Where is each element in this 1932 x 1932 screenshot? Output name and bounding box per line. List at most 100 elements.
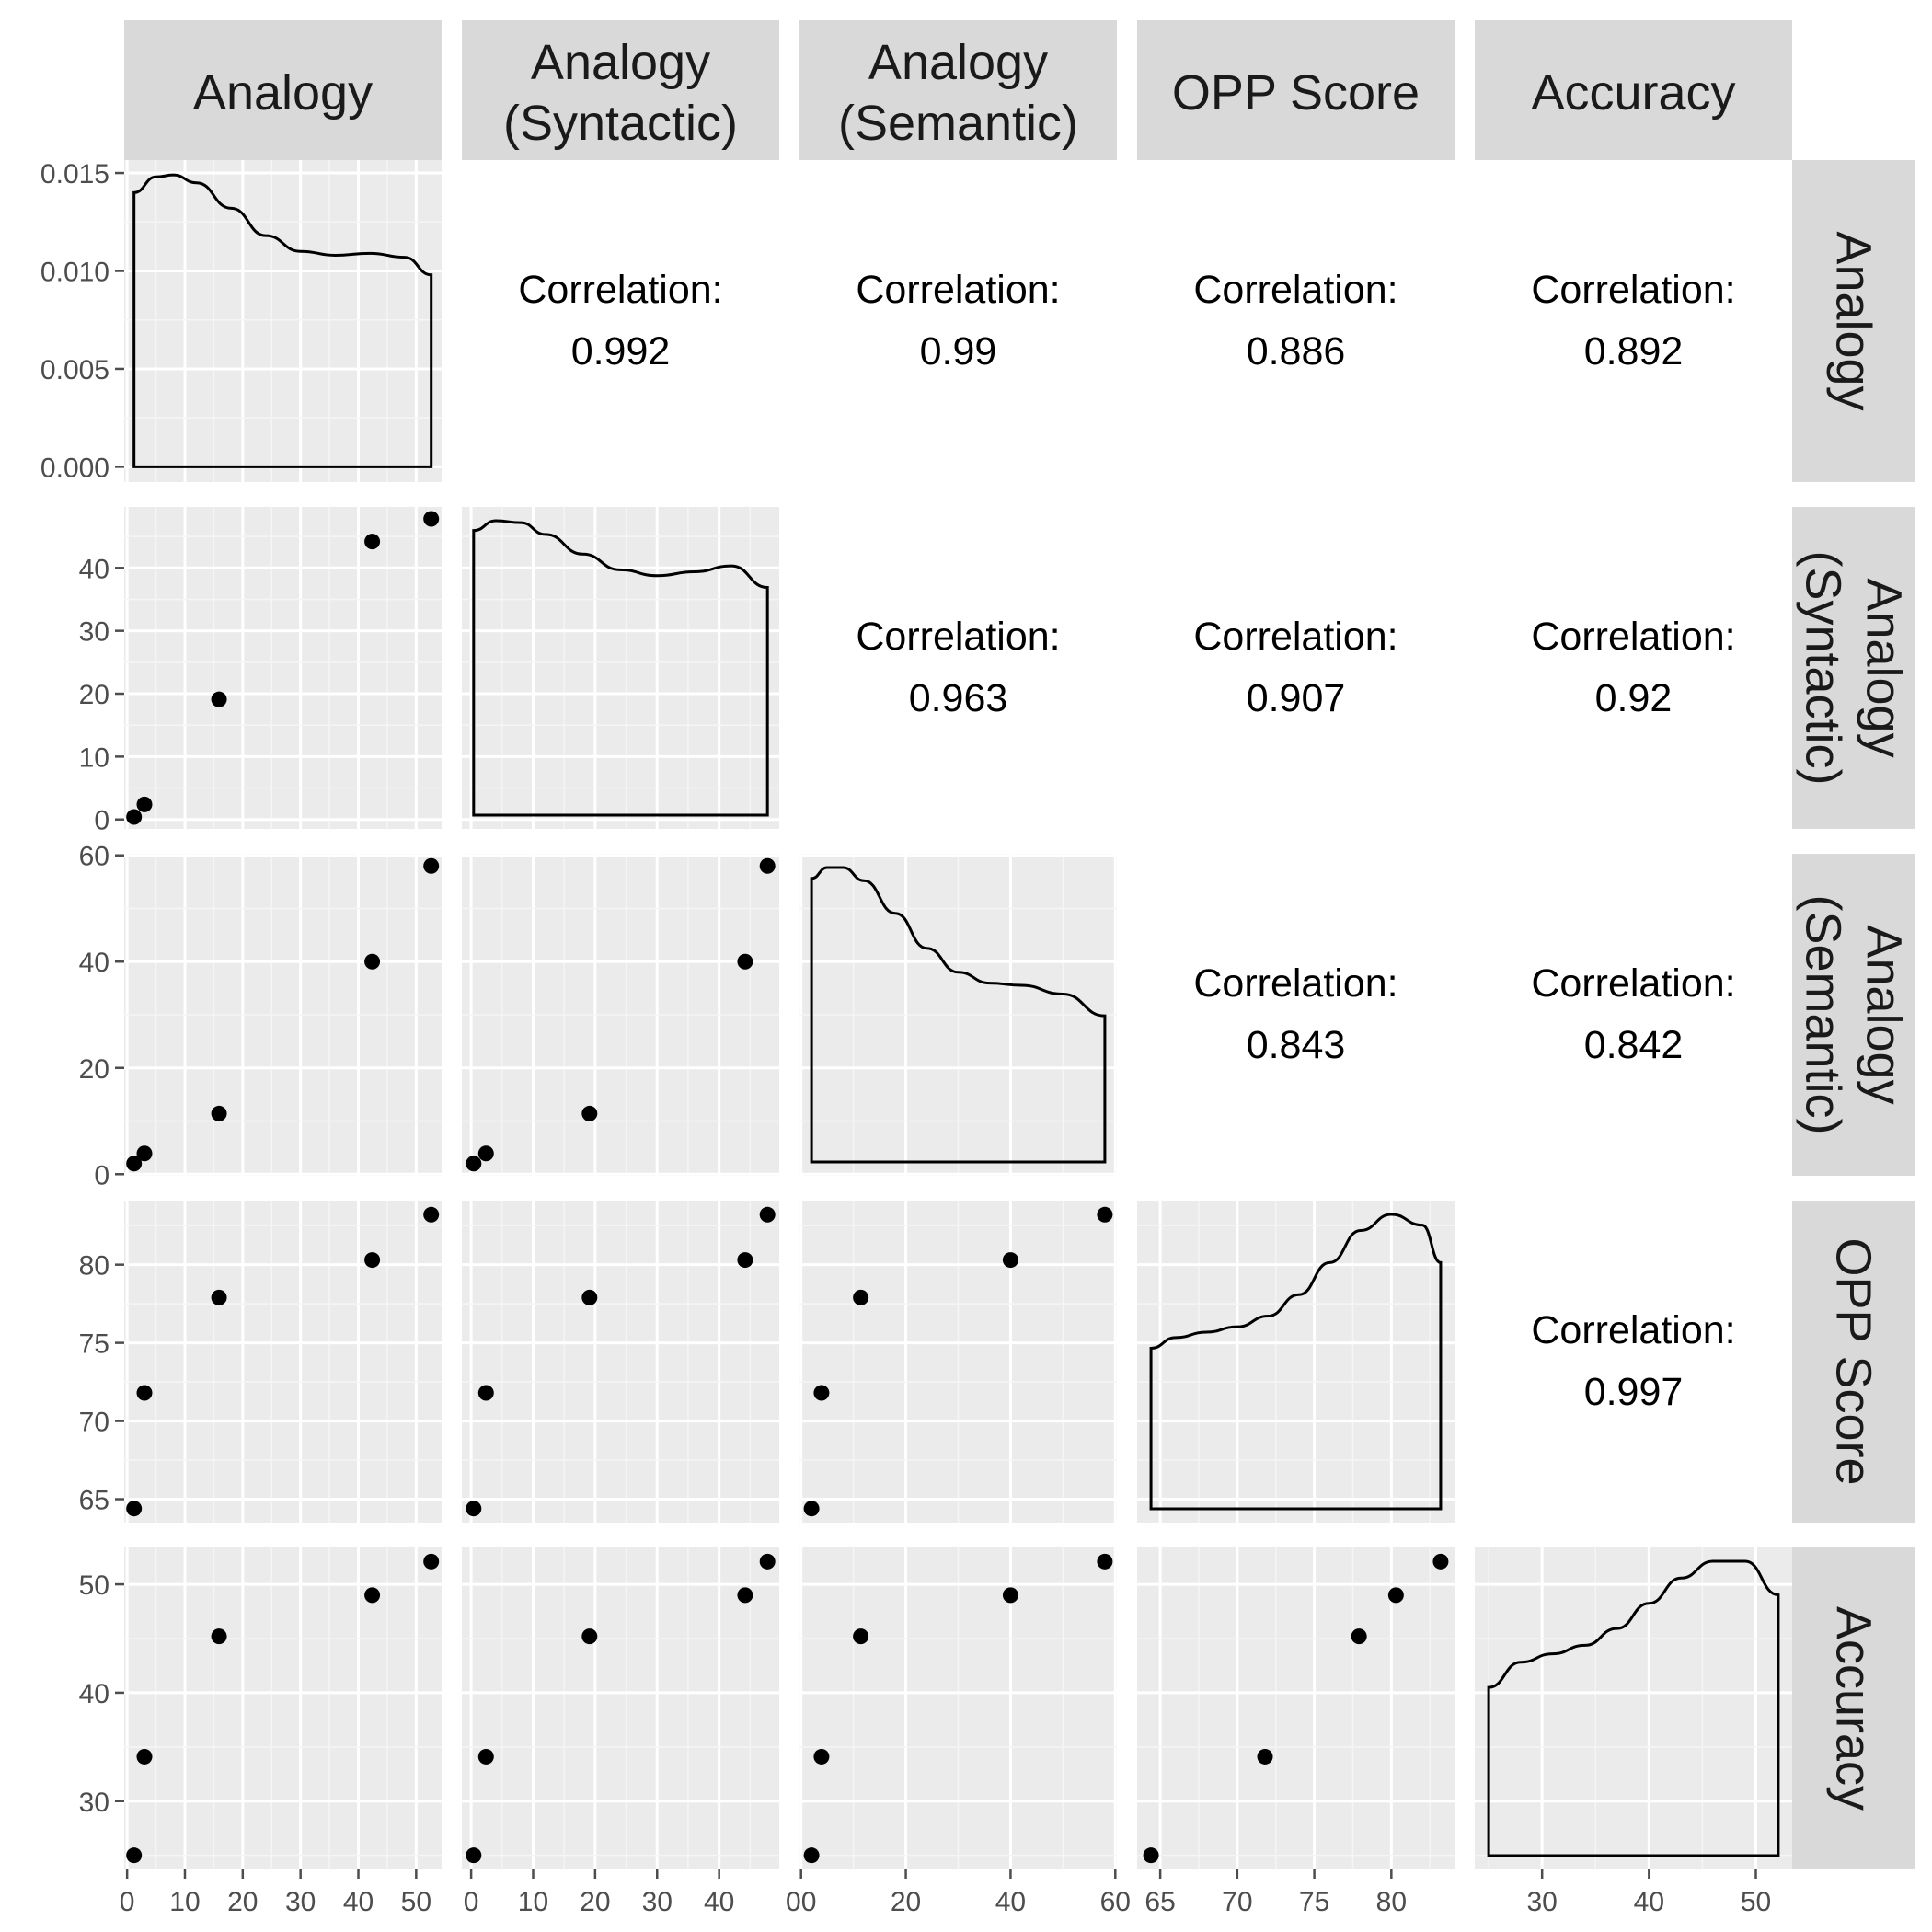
data-point: [211, 1289, 227, 1305]
data-point: [1097, 1553, 1113, 1570]
strip-label: OPP Score: [1172, 65, 1420, 121]
x-tick-label: 40: [1634, 1887, 1664, 1917]
panel-background: [1137, 1547, 1455, 1869]
panel-r0-c0: [124, 160, 442, 482]
y-tick-label: 80: [79, 1251, 109, 1282]
data-point: [477, 1385, 494, 1401]
data-point: [1432, 1553, 1449, 1570]
data-point: [364, 1252, 381, 1269]
panel-background: [124, 507, 442, 829]
data-point: [211, 1628, 227, 1645]
strip-label-line: Analogy: [868, 35, 1048, 90]
y-tick-label: 40: [79, 554, 109, 584]
panel-background: [124, 160, 442, 482]
data-point: [803, 1501, 820, 1517]
correlation-label: Correlation:: [1531, 1308, 1735, 1352]
y-tick-label: 65: [79, 1486, 109, 1516]
strip-label: Analogy(Semantic): [1796, 894, 1912, 1134]
data-point: [853, 1289, 869, 1305]
x-tick-label: 10: [169, 1887, 200, 1917]
x-tick-label: 30: [1526, 1887, 1557, 1917]
panel-r2-c0: [124, 854, 442, 1176]
right-strip-2: Analogy(Semantic): [1792, 854, 1915, 1176]
x-axis-col-2: 00 20 40 60: [786, 1869, 1131, 1917]
data-point: [364, 1587, 381, 1604]
data-point: [759, 1206, 776, 1223]
right-strip-3: OPP Score: [1792, 1201, 1915, 1523]
data-point: [1387, 1587, 1404, 1604]
data-point: [126, 1156, 143, 1172]
panel-r3-c1: [462, 1201, 779, 1523]
x-axis-col-4: 30 40 50: [1526, 1869, 1771, 1917]
strip-label: Accuracy: [1826, 1606, 1881, 1811]
strip-label-line: Accuracy: [1531, 65, 1735, 121]
y-tick-label: 70: [79, 1408, 109, 1438]
right-strip-0: Analogy: [1792, 160, 1915, 482]
strip-label: Analogy(Semantic): [838, 35, 1078, 151]
data-point: [803, 1847, 820, 1864]
panel-r4-c1: [462, 1547, 779, 1869]
data-point: [581, 1105, 598, 1121]
data-point: [211, 1105, 227, 1121]
data-point: [813, 1385, 830, 1401]
data-point: [136, 1145, 153, 1162]
data-point: [136, 796, 153, 812]
density-curve: [132, 173, 433, 468]
data-point: [126, 1847, 143, 1864]
top-strip-3: OPP Score: [1137, 20, 1455, 160]
top-strip-0: Analogy: [124, 20, 442, 160]
x-tick-label: 30: [285, 1887, 316, 1917]
strip-label: Analogy(Syntactic): [1796, 550, 1912, 785]
y-tick-label: 20: [79, 1054, 109, 1085]
data-point: [136, 1748, 153, 1765]
strip-label-line: Analogy: [531, 35, 710, 90]
data-point: [126, 809, 143, 825]
panel-r2-c1: [462, 854, 779, 1176]
y-axis-row-2: 0 20 40 60: [79, 842, 124, 1190]
correlation-label: Correlation:: [1531, 268, 1735, 312]
y-axis-row-3: 65 70 75 80: [79, 1251, 124, 1516]
panel-background: [462, 1547, 779, 1869]
x-tick-label: 0: [120, 1887, 135, 1917]
panel-r2-c4: Correlation: 0.842: [1531, 961, 1735, 1067]
correlation-value: 0.99: [920, 329, 997, 374]
x-tick-label: 40: [343, 1887, 374, 1917]
data-point: [1257, 1748, 1273, 1765]
density-curve: [810, 866, 1107, 1164]
x-tick-label: 0: [464, 1887, 479, 1917]
strip-label-line: (Semantic): [1796, 894, 1851, 1134]
correlation-label: Correlation:: [1531, 615, 1735, 659]
data-point: [737, 953, 753, 970]
x-tick-label: 40: [995, 1887, 1026, 1917]
y-tick-label: 60: [79, 842, 109, 872]
panel-r1-c3: Correlation: 0.907: [1193, 615, 1397, 720]
data-point: [126, 1501, 143, 1517]
strip-label-line: Analogy: [1857, 578, 1912, 757]
x-axis-col-0: 0 10 20 30 40 50: [120, 1869, 431, 1917]
y-tick-label: 30: [79, 1788, 109, 1818]
strip-background: [1792, 160, 1915, 482]
y-tick-label: 50: [79, 1570, 109, 1601]
panel-r4-c4: [1475, 1547, 1792, 1869]
x-tick-label: 50: [401, 1887, 431, 1917]
correlation-value: 0.907: [1247, 676, 1346, 720]
strip-background: [1475, 20, 1792, 160]
strip-background: [124, 20, 442, 160]
correlation-label: Correlation:: [518, 268, 722, 312]
data-point: [813, 1748, 830, 1765]
x-axis-col-3: 65 70 75 80: [1144, 1869, 1407, 1917]
data-point: [759, 1553, 776, 1570]
top-strip-4: Accuracy: [1475, 20, 1792, 160]
data-point: [423, 511, 440, 527]
panel-background: [124, 1547, 442, 1869]
correlation-label: Correlation:: [1193, 268, 1397, 312]
panel-r4-c3: [1137, 1547, 1455, 1869]
strip-label: Analogy: [193, 65, 373, 121]
panel-r2-c2: [799, 854, 1117, 1176]
panel-r1-c0: [124, 507, 442, 829]
y-tick-label: 0: [94, 806, 109, 836]
x-tick-label: 80: [1376, 1887, 1407, 1917]
panel-r0-c2: Correlation: 0.99: [856, 268, 1060, 374]
x-tick-label: 00: [786, 1887, 816, 1917]
